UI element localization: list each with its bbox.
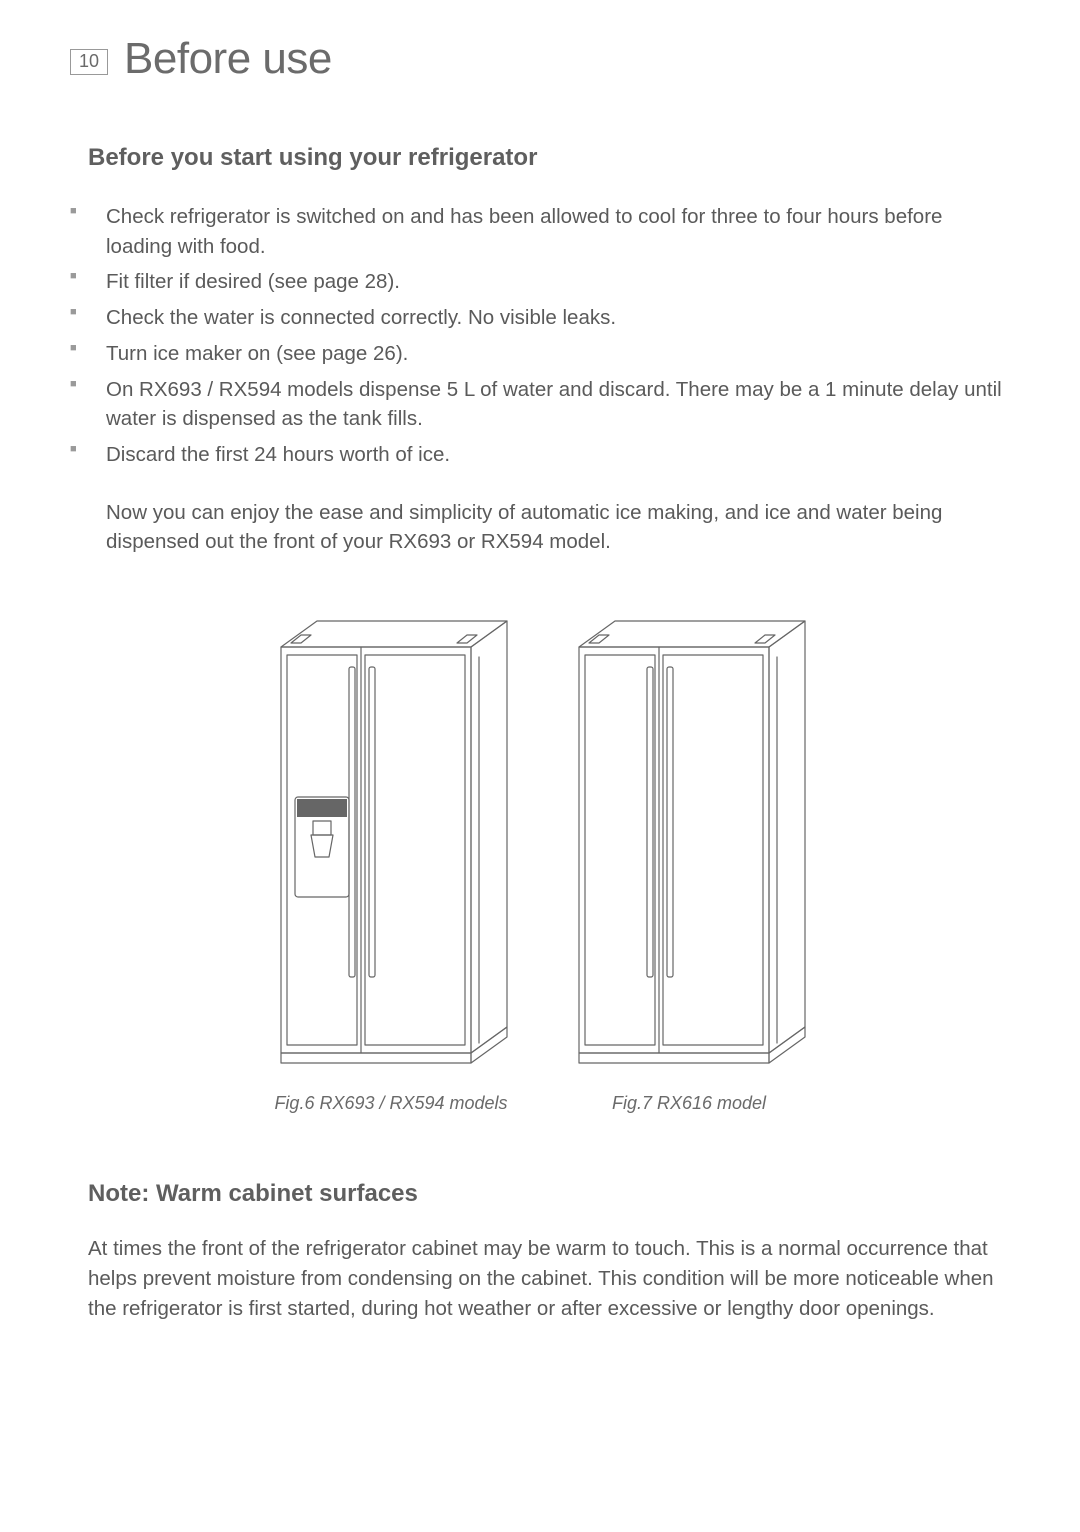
list-item: Turn ice maker on (see page 26).: [70, 339, 1010, 369]
figure-7: Fig.7 RX616 model: [559, 607, 819, 1114]
instruction-list: Check refrigerator is switched on and ha…: [70, 202, 1010, 470]
closing-paragraph: Now you can enjoy the ease and simplicit…: [106, 498, 1010, 557]
note-title: Note: Warm cabinet surfaces: [88, 1180, 1010, 1208]
section-title: Before you start using your refrigerator: [88, 144, 1010, 172]
list-item: Check the water is connected correctly. …: [70, 303, 1010, 333]
note-paragraph: At times the front of the refrigerator c…: [88, 1234, 1000, 1323]
page-number-box: 10: [70, 49, 108, 75]
page-header: 10 Before use: [70, 34, 1010, 84]
manual-page: 10 Before use Before you start using you…: [0, 0, 1080, 1363]
figures-row: Fig.6 RX693 / RX594 models: [70, 607, 1010, 1114]
list-item: Discard the first 24 hours worth of ice.: [70, 440, 1010, 470]
figure-6-caption: Fig.6 RX693 / RX594 models: [274, 1093, 507, 1114]
fridge-plain-icon: [559, 607, 819, 1077]
fridge-with-dispenser-icon: [261, 607, 521, 1077]
list-item: Fit filter if desired (see page 28).: [70, 267, 1010, 297]
chapter-title: Before use: [124, 34, 332, 84]
figure-7-caption: Fig.7 RX616 model: [612, 1093, 766, 1114]
list-item: Check refrigerator is switched on and ha…: [70, 202, 1010, 261]
figure-6: Fig.6 RX693 / RX594 models: [261, 607, 521, 1114]
list-item: On RX693 / RX594 models dispense 5 L of …: [70, 375, 1010, 434]
